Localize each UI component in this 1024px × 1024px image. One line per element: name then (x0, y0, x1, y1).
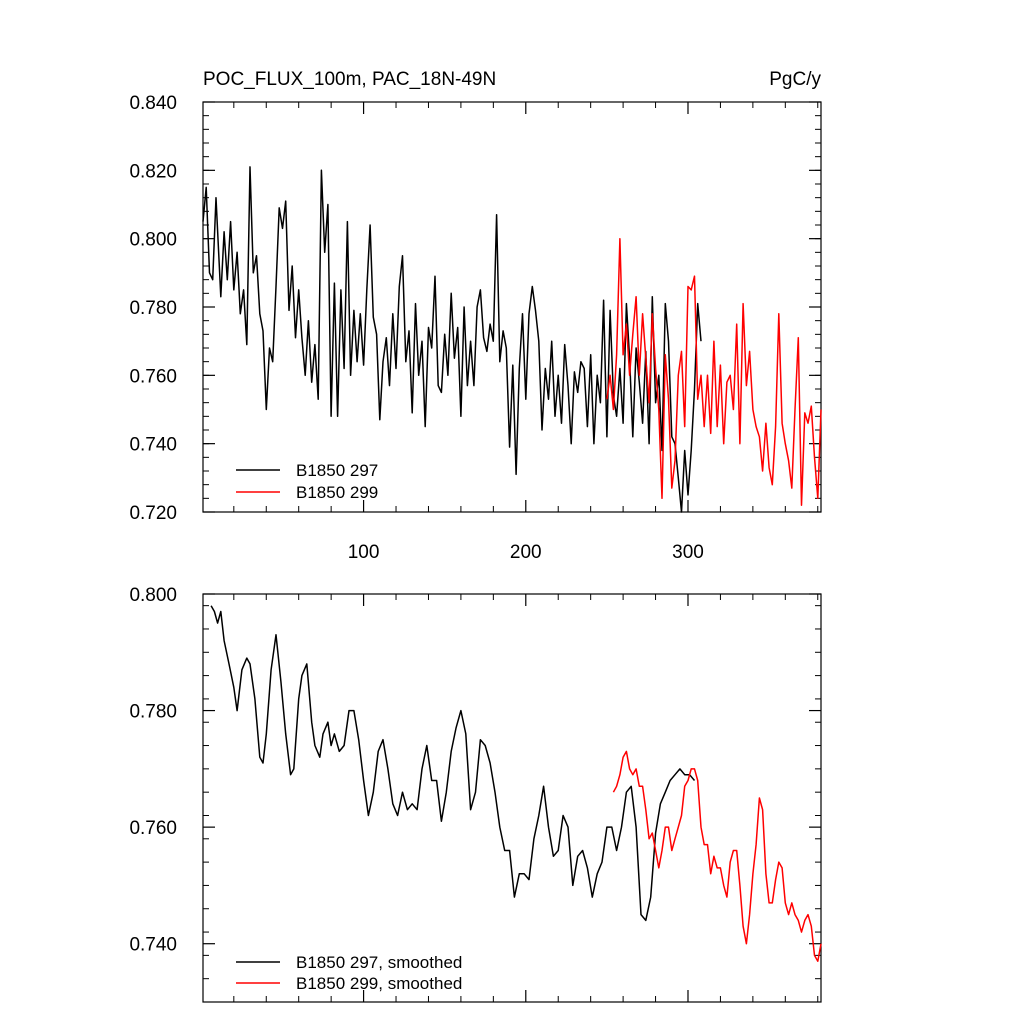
series-line-red (612, 750, 822, 962)
plot-frame (202, 101, 822, 513)
legend-label: B1850 299, smoothed (296, 974, 462, 993)
legend-label: B1850 297 (296, 461, 378, 480)
y-tick-label: 0.720 (129, 503, 177, 524)
series-line-red (606, 237, 822, 506)
x-tick-label: 300 (672, 542, 704, 563)
y-tick-label: 0.820 (129, 161, 177, 182)
x-tick-label: 200 (510, 542, 542, 563)
y-tick-label: 0.800 (129, 230, 177, 251)
legend-label: B1850 297, smoothed (296, 953, 462, 972)
series-line-black (202, 166, 702, 513)
y-tick-label: 0.740 (129, 935, 177, 956)
y-tick-label: 0.740 (129, 435, 177, 456)
y-tick-label: 0.780 (129, 702, 177, 723)
y-tick-label: 0.840 (129, 93, 177, 114)
x-tick-label: 100 (348, 542, 380, 563)
plot-area-smoothed: 0.740 0.760 0.780 0.800 B1850 297, smoothed B… (129, 585, 822, 1003)
plot-area: 0.720 0.740 0.760 0.780 0.800 0.820 0.840 100 20… (129, 93, 822, 563)
units-label: PgC/y (769, 69, 821, 90)
y-tick-label: 0.780 (129, 298, 177, 319)
chart-title: POC_FLUX_100m, PAC_18N-49N (203, 69, 496, 90)
bottom-panel: 0.740 0.760 0.780 0.800 B1850 297, smoothed B… (129, 585, 822, 1003)
top-panel: POC_FLUX_100m, PAC_18N-49N PgC/y 0.7200.… (129, 69, 822, 563)
y-tick-label: 0.760 (129, 366, 177, 387)
plot-frame (202, 593, 822, 1003)
y-tick-label: 0.760 (129, 818, 177, 839)
y-tick-label: 0.800 (129, 585, 177, 606)
series-line-black (210, 605, 696, 922)
legend-label: B1850 299 (296, 483, 378, 502)
